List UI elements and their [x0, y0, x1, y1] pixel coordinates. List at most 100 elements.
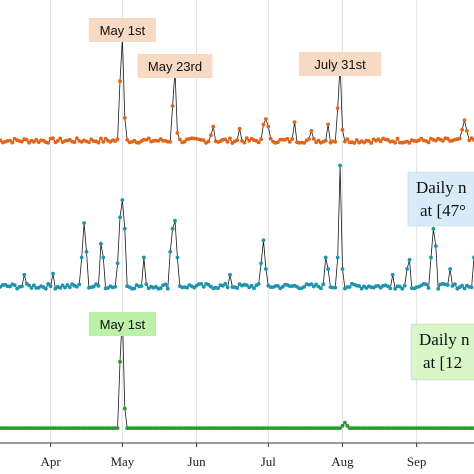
data-point-middle	[309, 282, 314, 286]
data-point-middle	[323, 255, 328, 260]
data-point-top	[309, 129, 314, 133]
data-point-middle	[223, 281, 228, 286]
data-point-middle	[448, 267, 452, 271]
data-point-middle	[433, 244, 438, 248]
callout-label: May 1st	[100, 23, 146, 38]
data-point-middle	[113, 284, 118, 289]
data-point-middle	[168, 249, 173, 254]
data-point-top	[24, 137, 29, 142]
data-point-middle	[264, 267, 268, 271]
info-box-bg	[410, 323, 474, 381]
data-point-top	[292, 120, 297, 125]
series-bottom	[0, 313, 474, 430]
info-box-line2: at [12	[423, 353, 462, 372]
data-point-middle	[82, 221, 86, 225]
series-top	[0, 36, 474, 145]
data-point-top	[335, 106, 340, 111]
data-point-middle	[101, 255, 106, 260]
data-point-top	[393, 140, 397, 145]
data-point-middle	[398, 284, 402, 289]
data-point-top	[264, 117, 268, 121]
data-point-top	[333, 140, 338, 144]
info-box-line1: Daily n	[419, 330, 470, 349]
data-point-top	[311, 137, 316, 141]
data-point-middle	[185, 285, 189, 290]
data-point-middle	[118, 215, 122, 220]
data-point-middle	[340, 267, 345, 271]
data-point-top	[276, 140, 280, 145]
data-point-top	[426, 140, 431, 145]
annotations-layer: May 1st May 23rd July 31st Daily n at [47° Ma…	[88, 18, 474, 381]
callout-box	[298, 52, 382, 76]
data-point-middle	[201, 285, 206, 289]
info-box-line2: at [47°	[420, 201, 466, 220]
data-point-top	[266, 124, 271, 129]
data-point-middle	[170, 226, 175, 231]
series-middle	[0, 163, 474, 291]
callout-top-2: May 23rd	[137, 54, 213, 78]
data-point-middle	[256, 282, 261, 286]
data-point-middle	[158, 286, 163, 291]
data-point-middle	[244, 283, 249, 288]
data-point-top	[465, 129, 469, 133]
data-point-middle	[144, 282, 149, 287]
callout-label: May 23rd	[148, 59, 202, 74]
data-point-top	[354, 138, 359, 142]
data-point-top	[201, 138, 206, 143]
data-point-top	[285, 136, 290, 141]
data-point-top	[101, 140, 106, 144]
data-point-middle	[252, 286, 256, 291]
data-point-top	[290, 137, 295, 141]
data-point-top	[125, 138, 130, 142]
data-point-bottom	[340, 423, 345, 428]
data-point-middle	[393, 286, 397, 291]
data-point-middle	[302, 285, 307, 289]
x-axis: Apr May Jun Jul Aug Sep	[0, 442, 474, 469]
series-line-top	[0, 37, 474, 144]
data-point-middle	[142, 255, 146, 260]
data-point-top	[99, 136, 103, 141]
data-point-top	[407, 141, 412, 145]
tick-label-may: May	[110, 454, 134, 469]
data-point-top	[170, 104, 175, 108]
callout-top-1: May 1st	[88, 18, 156, 42]
data-point-top	[345, 137, 350, 142]
data-point-middle	[424, 282, 429, 287]
data-point-middle	[453, 282, 457, 286]
data-point-middle	[235, 286, 240, 290]
data-point-top	[177, 137, 182, 142]
data-point-middle	[27, 283, 31, 288]
data-point-top	[441, 138, 445, 143]
data-point-top	[268, 136, 273, 141]
info-box-line1: Daily n	[416, 178, 467, 197]
data-point-middle	[319, 286, 323, 291]
data-point-middle	[22, 272, 27, 277]
data-point-middle	[460, 283, 464, 288]
data-point-middle	[426, 286, 431, 290]
data-point-top	[34, 137, 39, 142]
data-point-top	[51, 136, 55, 141]
data-point-middle	[469, 285, 474, 290]
data-point-middle	[46, 282, 51, 286]
data-point-middle	[228, 272, 232, 277]
data-point-top	[340, 127, 345, 132]
data-point-top	[118, 79, 122, 84]
tick-label-jul: Jul	[261, 454, 277, 469]
data-point-middle	[60, 283, 65, 288]
data-point-middle	[84, 249, 89, 254]
data-point-top	[87, 140, 91, 145]
data-point-middle	[175, 255, 180, 260]
data-point-bottom	[115, 426, 120, 430]
data-point-middle	[77, 282, 82, 287]
data-point-middle	[225, 285, 230, 290]
data-point-middle	[280, 284, 285, 289]
data-point-middle	[261, 238, 266, 243]
data-point-top	[58, 136, 63, 141]
data-point-middle	[390, 272, 395, 277]
data-point-top	[460, 127, 464, 132]
data-point-middle	[122, 226, 127, 231]
data-point-middle	[259, 261, 263, 266]
data-point-middle	[431, 226, 436, 231]
data-point-middle	[199, 282, 204, 286]
data-point-middle	[326, 267, 330, 271]
